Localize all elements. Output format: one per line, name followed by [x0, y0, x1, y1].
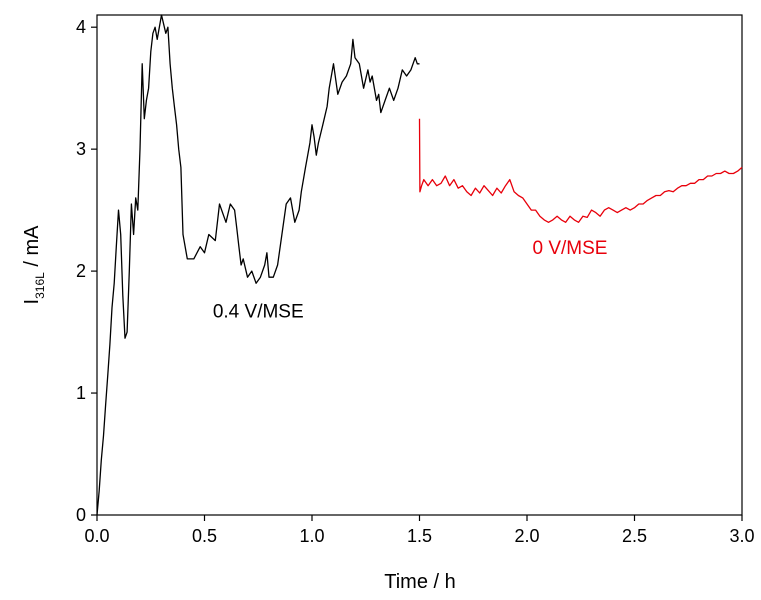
series-layer	[96, 14, 743, 516]
y-axis-title-unit: / mA	[21, 225, 43, 272]
y-tick-label: 3	[76, 139, 86, 159]
annotation-1: 0.4 V/MSE	[213, 301, 304, 322]
series-line-2	[418, 118, 743, 223]
x-axis-title: Time / h	[384, 571, 456, 593]
x-tick-label: 0.5	[192, 526, 217, 546]
y-tick-label: 0	[76, 505, 86, 525]
y-axis-title-main: I	[21, 299, 43, 305]
x-tick-label: 1.5	[407, 526, 432, 546]
annotations: 0.4 V/MSE 0 V/MSE	[213, 238, 608, 322]
x-tick-label: 1.0	[299, 526, 324, 546]
series-line-1	[96, 14, 420, 516]
x-tick-label: 0.0	[84, 526, 109, 546]
annotation-2: 0 V/MSE	[533, 238, 608, 259]
y-tick-label: 4	[76, 17, 86, 37]
x-tick-label: 3.0	[729, 526, 754, 546]
y-axis-title-sub: 316L	[33, 272, 47, 299]
axis-ticks: 0.0 0.5 1.0 1.5 2.0 2.5 3.0 0 1 2 3 4	[76, 17, 755, 546]
y-tick-label: 2	[76, 261, 86, 281]
x-tick-label: 2.5	[622, 526, 647, 546]
y-axis-title: I316L / mA	[21, 225, 47, 305]
y-tick-label: 1	[76, 383, 86, 403]
plot-frame	[96, 14, 743, 516]
x-tick-label: 2.0	[514, 526, 539, 546]
